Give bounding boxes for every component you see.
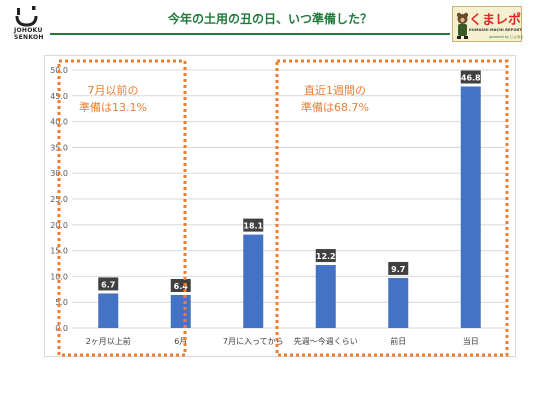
- annotation-text: 7月以前の: [88, 83, 139, 97]
- annotation-text: 準備は13.1%: [79, 100, 147, 114]
- badge-title: くまレポ: [469, 13, 522, 28]
- badge-subtitle: KUMASHI MACHI REPORT: [469, 28, 522, 32]
- bar-chart: 0.05.010.015.020.025.030.035.040.045.050…: [50, 59, 509, 357]
- data-label-box: [388, 261, 409, 275]
- data-label: 9.7: [391, 265, 405, 274]
- data-label-box: [243, 218, 264, 232]
- y-tick-label: 0.0: [55, 324, 68, 333]
- x-tick-label: 6月: [174, 337, 187, 346]
- x-tick-label: 2ヶ月以上前: [86, 336, 131, 346]
- data-label-box: [460, 70, 481, 84]
- bar: [315, 265, 336, 328]
- annotation-text: 直近1週間の: [304, 83, 366, 97]
- data-label: 18.1: [243, 222, 263, 231]
- header-divider: [50, 33, 450, 35]
- annotation-text: 準備は68.7%: [301, 100, 369, 114]
- logo-mark-icon: [15, 6, 38, 27]
- bar: [388, 277, 409, 328]
- bar: [243, 234, 264, 328]
- data-label-box: [98, 277, 119, 291]
- y-tick-label: 25.0: [50, 195, 68, 204]
- data-label: 6.4: [174, 282, 189, 291]
- logo-text-johoku: JOHOKU: [14, 27, 43, 34]
- x-tick-label: 先週～今週くらい: [294, 336, 358, 346]
- data-label: 46.8: [461, 74, 481, 83]
- data-label: 6.7: [101, 280, 115, 289]
- annotation-box: [57, 59, 187, 357]
- y-tick-label: 5.0: [55, 298, 68, 307]
- chart-frame: 0.0 5.0 10.0 15.0 20.0 25.0 30.0 35.0 40.0 45.0 50…: [44, 55, 516, 357]
- data-label-box: [315, 249, 336, 263]
- x-tick-label: 7月に入ってから: [223, 337, 284, 346]
- bar: [98, 293, 119, 328]
- logo-text-senkoh: SENKOH: [14, 34, 44, 41]
- johoku-senkoh-logo: JOHOKU SENKOH: [14, 5, 44, 41]
- y-tick-label: 40.0: [50, 118, 68, 127]
- bar: [170, 294, 191, 328]
- annotation-box: [275, 59, 509, 357]
- x-tick-label: 当日: [463, 336, 479, 346]
- mascot-icon: [456, 12, 469, 39]
- badge-powered: powered by じょほら: [489, 35, 524, 39]
- bar: [460, 86, 481, 329]
- x-tick-label: 前日: [390, 336, 406, 346]
- y-tick-label: 35.0: [50, 143, 68, 152]
- data-label-box: [170, 278, 191, 292]
- kuma-repo-badge: くまレポ KUMASHI MACHI REPORT powered by じょほ…: [452, 6, 524, 42]
- data-label: 12.2: [316, 252, 336, 261]
- page-title: 今年の土用の丑の日、いつ準備した？: [167, 12, 372, 26]
- y-tick-label: 20.0: [50, 221, 68, 230]
